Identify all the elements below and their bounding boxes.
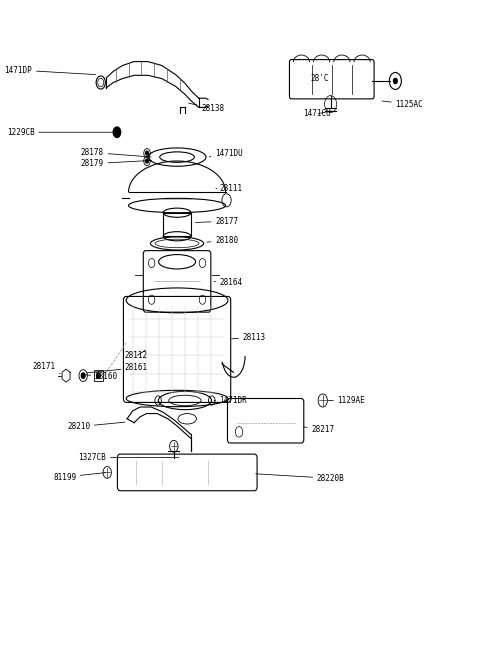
Text: 1229CB: 1229CB — [7, 127, 114, 137]
Text: 28171: 28171 — [32, 362, 60, 374]
Circle shape — [113, 127, 120, 137]
Text: 28113: 28113 — [232, 332, 266, 342]
Text: 1125AC: 1125AC — [382, 100, 423, 108]
Circle shape — [145, 151, 148, 155]
Text: 28111: 28111 — [216, 184, 243, 193]
Text: 28210: 28210 — [67, 422, 125, 431]
Text: 1129AE: 1129AE — [328, 396, 365, 405]
Text: 1327CB: 1327CB — [79, 453, 179, 462]
Text: 28220B: 28220B — [256, 474, 345, 483]
Text: 28ʹC: 28ʹC — [310, 74, 329, 83]
Text: 28160: 28160 — [82, 373, 118, 382]
Text: 28217: 28217 — [303, 425, 334, 434]
Text: 28180: 28180 — [207, 237, 238, 245]
Text: 28164: 28164 — [214, 278, 243, 287]
Text: 1471DR: 1471DR — [214, 396, 247, 405]
Bar — [94, 370, 103, 382]
Text: 28178: 28178 — [81, 148, 151, 157]
Text: 28138: 28138 — [189, 103, 224, 113]
Text: 1471CU: 1471CU — [303, 110, 332, 118]
Text: 81199: 81199 — [53, 472, 106, 482]
Text: 28177: 28177 — [195, 217, 238, 226]
Circle shape — [96, 373, 100, 378]
Text: 28112: 28112 — [125, 350, 148, 361]
Text: 28179: 28179 — [81, 159, 152, 168]
Text: 1471DP: 1471DP — [4, 66, 96, 75]
Circle shape — [145, 159, 148, 163]
Circle shape — [394, 78, 397, 83]
Circle shape — [81, 373, 85, 378]
Bar — [163, 213, 191, 237]
Text: 1471DU: 1471DU — [209, 148, 243, 158]
Text: 28161: 28161 — [87, 363, 148, 373]
